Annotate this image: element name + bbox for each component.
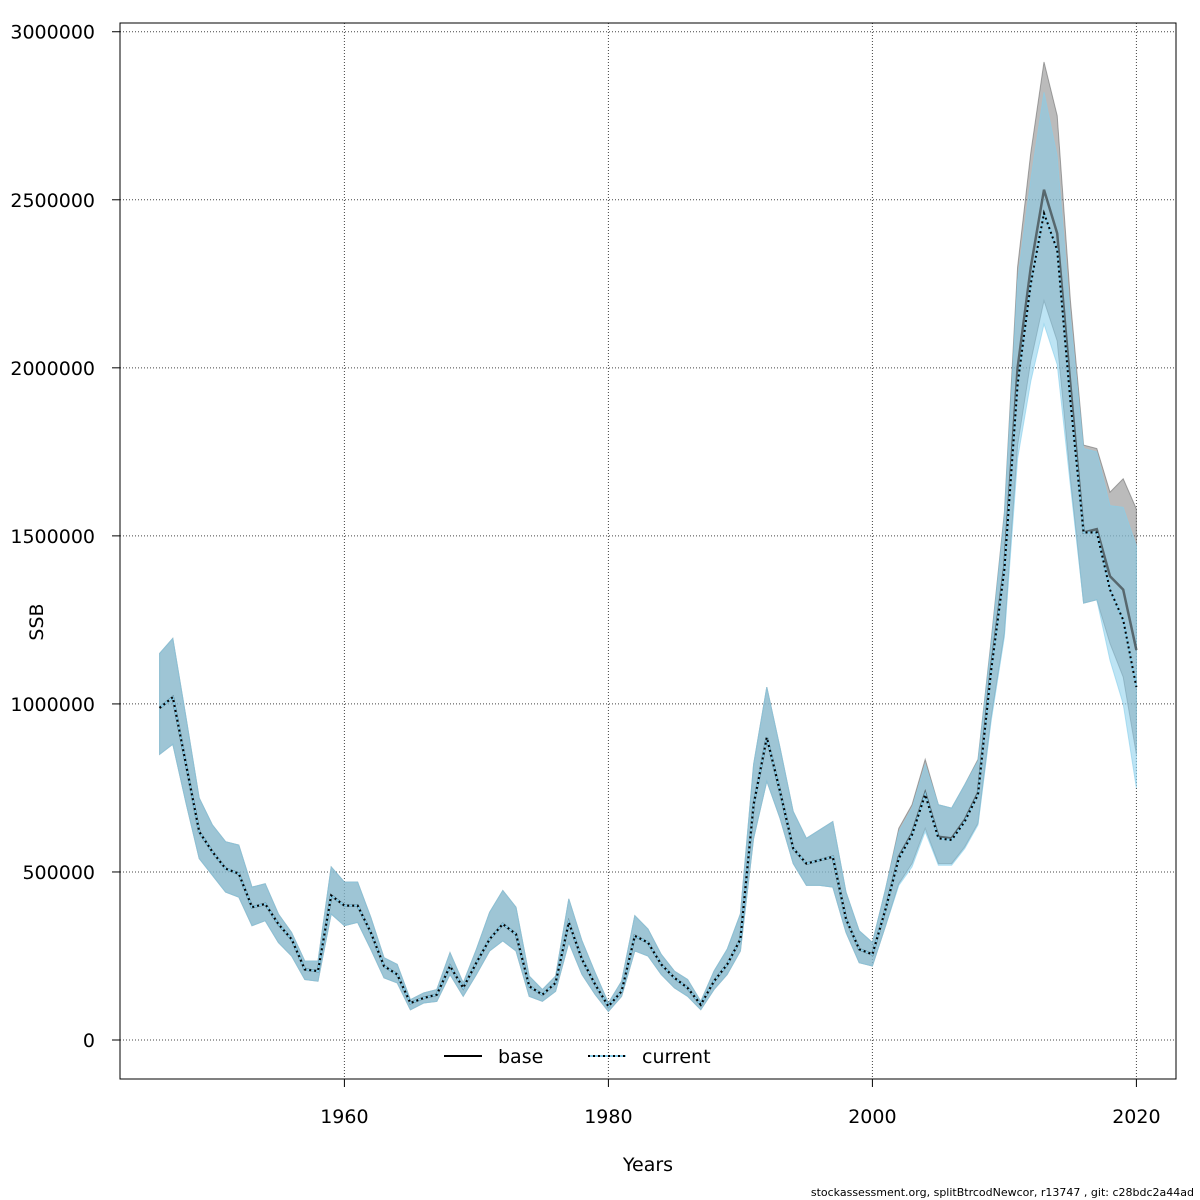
ci-band-base <box>159 61 1137 1013</box>
confidence-bands <box>159 61 1137 1013</box>
plot-frame <box>119 22 1177 1080</box>
x-axis: 1960 1980 2000 2020 <box>320 1079 1161 1128</box>
y-tick-label: 500000 <box>22 862 95 884</box>
y-axis: 0 500000 1000000 1500000 2000000 2500000 30000… <box>10 22 120 1052</box>
y-tick-label: 0 <box>83 1030 95 1052</box>
x-tick-label: 2000 <box>848 1106 896 1128</box>
y-tick-label: 1500000 <box>10 526 95 548</box>
line-base <box>158 189 1138 1009</box>
y-tick-label: 3000000 <box>10 22 95 44</box>
x-axis-label: Years <box>622 1154 673 1176</box>
y-tick-label: 1000000 <box>10 694 95 716</box>
ci-band-current <box>159 92 1137 1013</box>
x-tick-label: 1980 <box>584 1106 632 1128</box>
y-tick-label: 2000000 <box>10 358 95 380</box>
x-tick-label: 1960 <box>320 1106 368 1128</box>
line-current-blue <box>158 209 1138 1009</box>
legend-label-current: current <box>642 1046 711 1068</box>
legend-label-base: base <box>498 1046 543 1068</box>
y-tick-label: 2500000 <box>10 190 95 212</box>
footer-note: stockassessment.org, splitBtrcodNewcor, … <box>811 1186 1194 1199</box>
series-lines <box>158 189 1138 1009</box>
y-axis-label: SSB <box>26 603 48 640</box>
x-tick-label: 2020 <box>1112 1106 1160 1128</box>
legend: base current <box>444 1046 711 1068</box>
line-current <box>158 209 1138 1009</box>
